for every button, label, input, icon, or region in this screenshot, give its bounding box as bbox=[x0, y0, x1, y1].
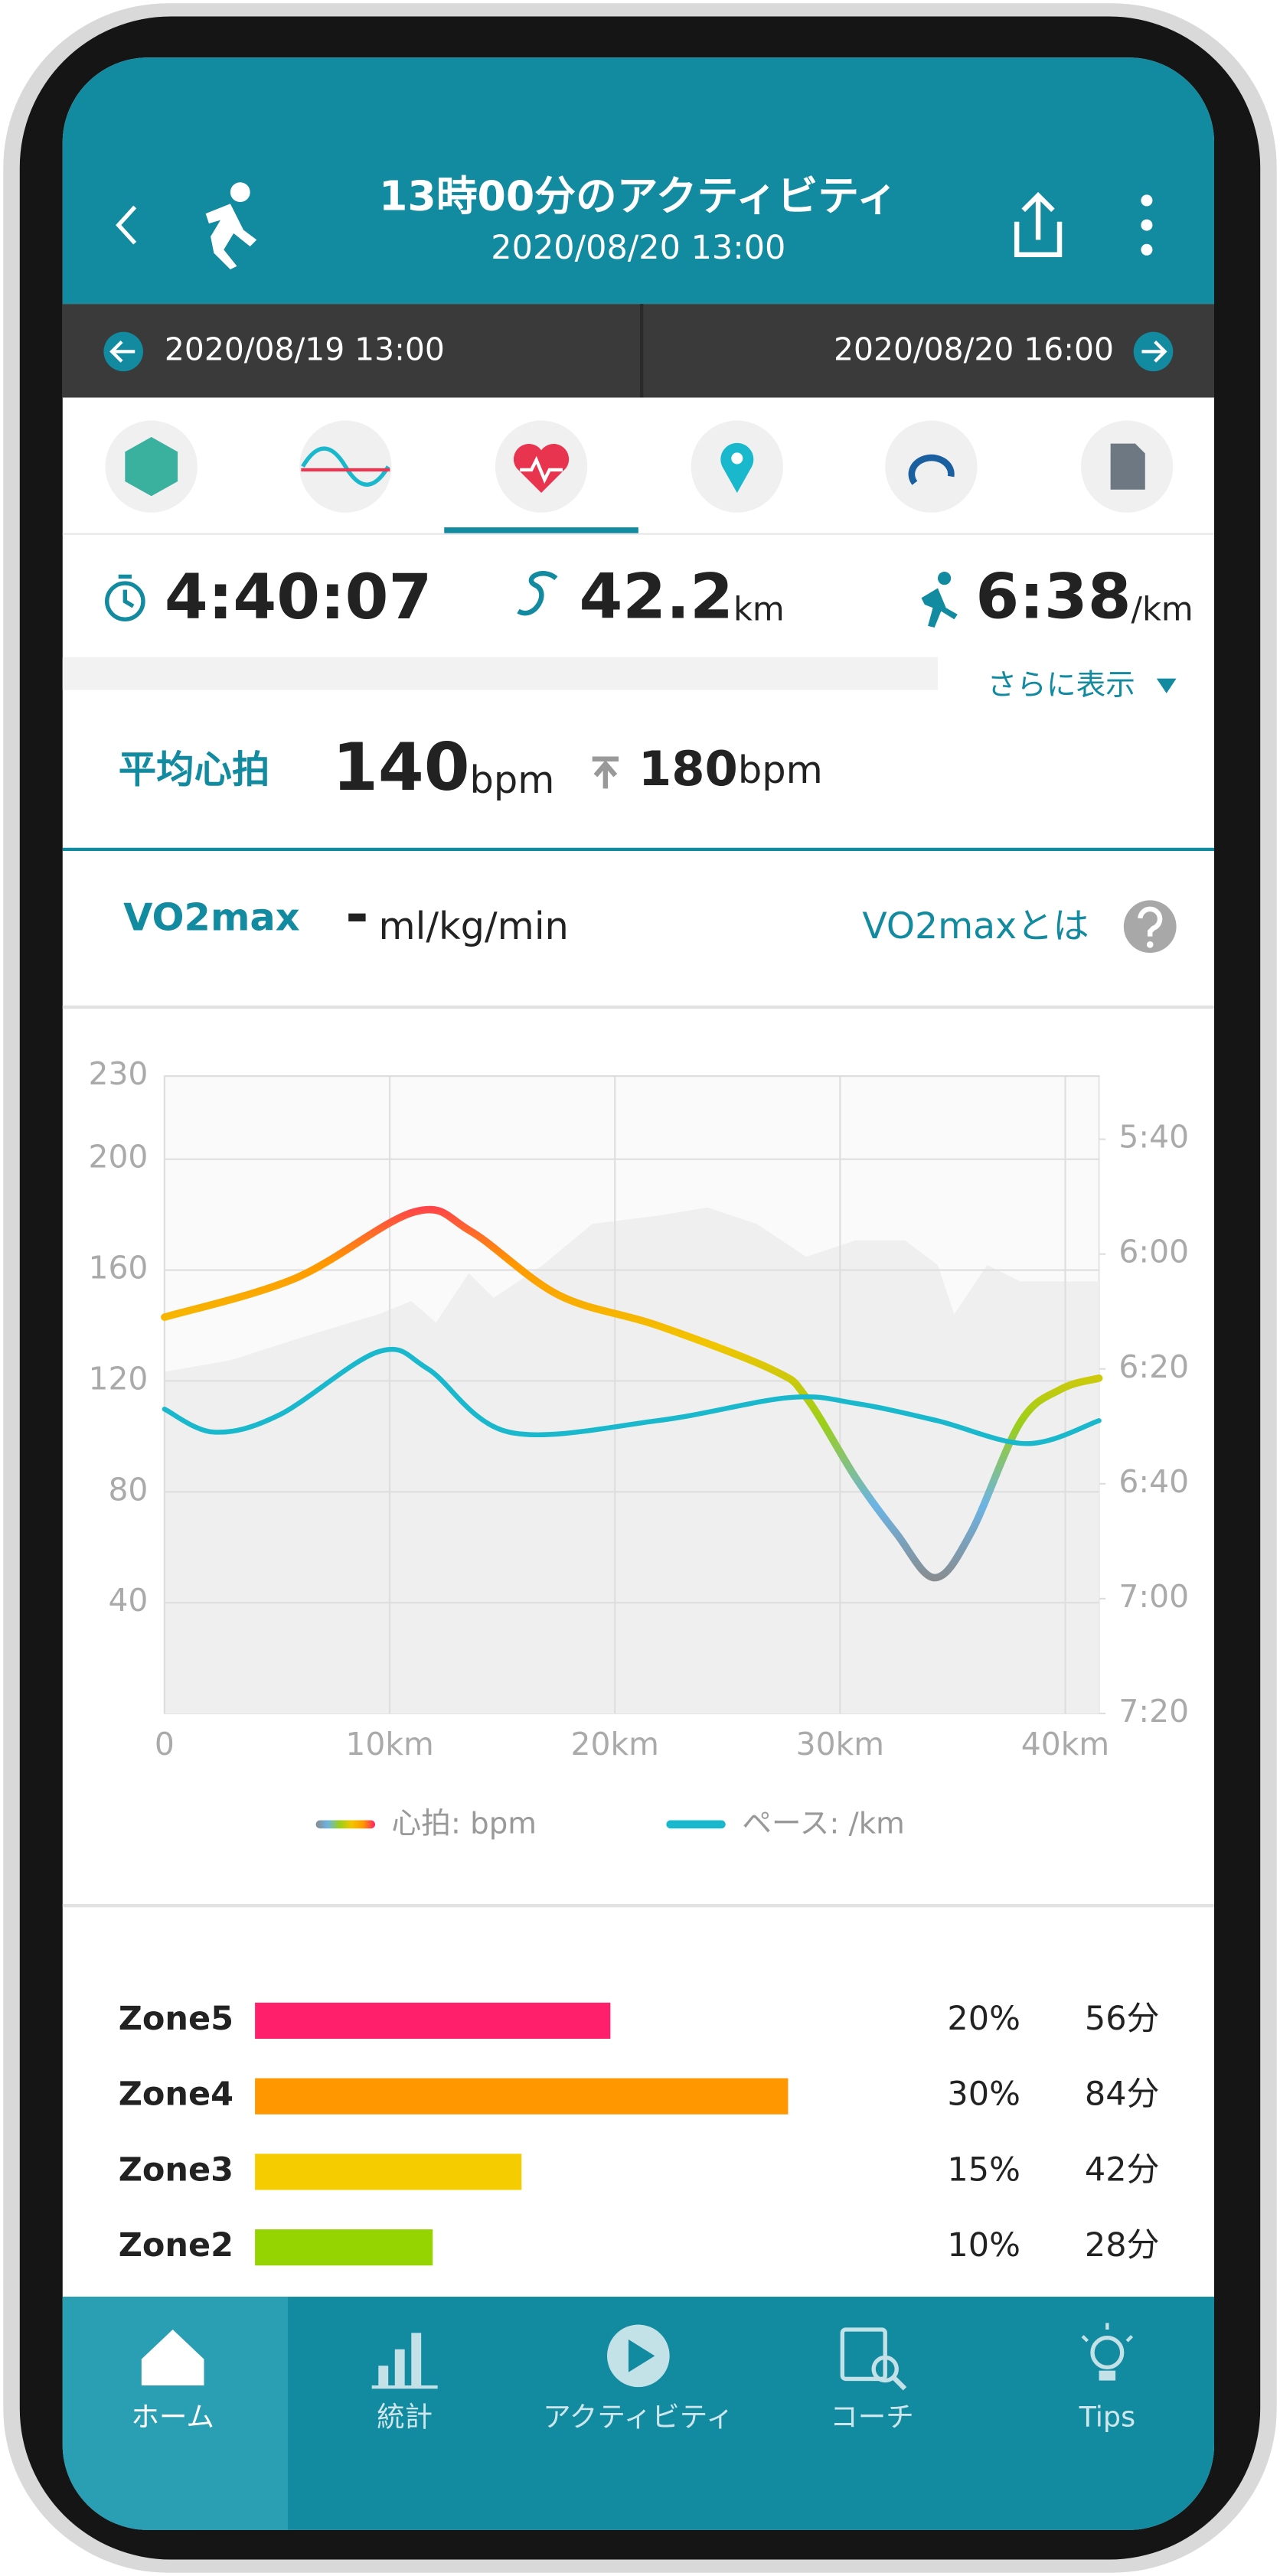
zone-bar bbox=[255, 2078, 789, 2115]
tab-icons bbox=[105, 420, 1174, 534]
y-tick-label: 200 bbox=[89, 1139, 149, 1176]
header-subtitle: 2020/08/20 13:00 bbox=[491, 229, 785, 267]
help-button[interactable] bbox=[1123, 900, 1177, 954]
max-hr-value: 180 bbox=[638, 741, 738, 797]
y2-tick-label: 7:20 bbox=[1118, 1693, 1189, 1730]
y-tick-label: 80 bbox=[108, 1471, 148, 1508]
x-tick-label: 0 bbox=[155, 1726, 175, 1762]
screen: 13時00分のアクティビティ 2020/08/20 13:00 2020/08/… bbox=[62, 57, 1215, 2530]
zone-minutes: 84分 bbox=[1085, 2075, 1160, 2114]
x-tick-label: 20km bbox=[571, 1726, 659, 1762]
zone-percent: 20% bbox=[947, 2000, 1020, 2038]
avg-hr-unit: bpm bbox=[470, 757, 555, 801]
zone-name: Zone2 bbox=[119, 2226, 233, 2265]
vo2max-value: - bbox=[345, 882, 368, 947]
vo2max-label: VO2max bbox=[123, 895, 300, 940]
more-label[interactable]: さらに表示 bbox=[987, 668, 1135, 703]
header bbox=[62, 57, 1215, 305]
zone-minutes: 56分 bbox=[1085, 2000, 1160, 2038]
pace: 6:38/km bbox=[975, 561, 1193, 634]
avg-hr-value: 140 bbox=[332, 729, 469, 806]
distance-unit: km bbox=[733, 590, 785, 628]
x-tick-label: 40km bbox=[1021, 1726, 1109, 1762]
legend-label: ペース: /km bbox=[742, 1806, 905, 1841]
max-hr-unit: bpm bbox=[738, 747, 823, 791]
series-line bbox=[162, 1346, 1102, 1446]
nav-label[interactable]: アクティビティ bbox=[543, 2400, 733, 2433]
nav-label[interactable]: コーチ bbox=[830, 2400, 914, 2433]
nav-label[interactable]: 統計 bbox=[377, 2400, 433, 2433]
vo2max-unit: ml/kg/min bbox=[379, 903, 569, 947]
max-hr: 180bpm bbox=[638, 741, 823, 797]
stats-icon[interactable] bbox=[371, 2333, 438, 2389]
avg-hr: 140bpm bbox=[332, 729, 554, 806]
time-value: 4:40:07 bbox=[165, 561, 432, 634]
vo2max: - ml/kg/min bbox=[345, 882, 569, 947]
distance-value: 42.2 bbox=[579, 561, 733, 634]
coach-icon[interactable] bbox=[840, 2327, 907, 2391]
prev-date[interactable]: 2020/08/19 13:00 bbox=[165, 331, 445, 367]
back-button[interactable] bbox=[116, 205, 137, 245]
x-tick-label: 10km bbox=[345, 1726, 433, 1762]
nav-label[interactable]: Tips bbox=[1079, 2400, 1136, 2433]
zones: Zone5 20% 56分 Zone4 30% 84分 Zone3 15% 42分 Zone2 10… bbox=[119, 2000, 1160, 2266]
y-tick-label: 160 bbox=[89, 1250, 149, 1286]
elevation-area bbox=[164, 1207, 1099, 1714]
vo2max-link[interactable]: VO2maxとは bbox=[862, 905, 1089, 947]
series-line bbox=[161, 1205, 1103, 1582]
zone-minutes: 42分 bbox=[1085, 2150, 1160, 2189]
date-nav bbox=[62, 304, 1215, 398]
legend-label: 心拍: bpm bbox=[391, 1806, 536, 1841]
chart: 0 10km 20km 30km 40km 40 80 120 160 200 230 5:40 6:0… bbox=[89, 1055, 1190, 1841]
legend-swatch bbox=[315, 1820, 375, 1829]
y2-tick-label: 6:00 bbox=[1118, 1234, 1189, 1270]
y2-tick-label: 7:00 bbox=[1118, 1578, 1189, 1615]
header-title: 13時00分のアクティビティ bbox=[379, 171, 898, 220]
zone-bar bbox=[255, 2154, 522, 2190]
pace-value: 6:38 bbox=[975, 561, 1131, 634]
zone-bar bbox=[255, 2002, 611, 2040]
y2-tick-label: 6:20 bbox=[1118, 1348, 1189, 1385]
y-tick-label: 230 bbox=[89, 1055, 149, 1092]
zone-minutes: 28分 bbox=[1085, 2226, 1160, 2265]
nav-label[interactable]: ホーム bbox=[131, 2400, 214, 2433]
x-tick-label: 30km bbox=[796, 1726, 884, 1762]
pace-unit: /km bbox=[1131, 590, 1193, 628]
y-tick-label: 120 bbox=[89, 1360, 149, 1397]
zone-name: Zone4 bbox=[119, 2075, 233, 2114]
menu-button[interactable] bbox=[1141, 194, 1153, 256]
stats-row: 4:40:07 42.2km 6:38/km bbox=[105, 561, 1193, 634]
zone-name: Zone5 bbox=[119, 2000, 233, 2038]
y2-tick-label: 6:40 bbox=[1118, 1463, 1189, 1500]
tab-laps[interactable] bbox=[885, 420, 978, 513]
avg-hr-label: 平均心拍 bbox=[119, 747, 270, 791]
distance: 42.2km bbox=[579, 561, 784, 634]
y2-tick-label: 5:40 bbox=[1118, 1119, 1189, 1156]
y-tick-label: 40 bbox=[108, 1582, 148, 1619]
next-date[interactable]: 2020/08/20 16:00 bbox=[834, 331, 1114, 367]
zone-percent: 10% bbox=[947, 2226, 1020, 2265]
home-icon[interactable] bbox=[141, 2329, 204, 2385]
zone-bar bbox=[255, 2229, 433, 2266]
legend-swatch bbox=[666, 1820, 726, 1829]
zone-name: Zone3 bbox=[119, 2150, 233, 2189]
run-icon bbox=[205, 182, 257, 270]
tips-icon[interactable] bbox=[1081, 2323, 1134, 2381]
share-button[interactable] bbox=[1014, 191, 1063, 257]
zone-percent: 30% bbox=[947, 2075, 1020, 2114]
zone-percent: 15% bbox=[947, 2150, 1020, 2189]
nav-icons bbox=[141, 2323, 1134, 2391]
